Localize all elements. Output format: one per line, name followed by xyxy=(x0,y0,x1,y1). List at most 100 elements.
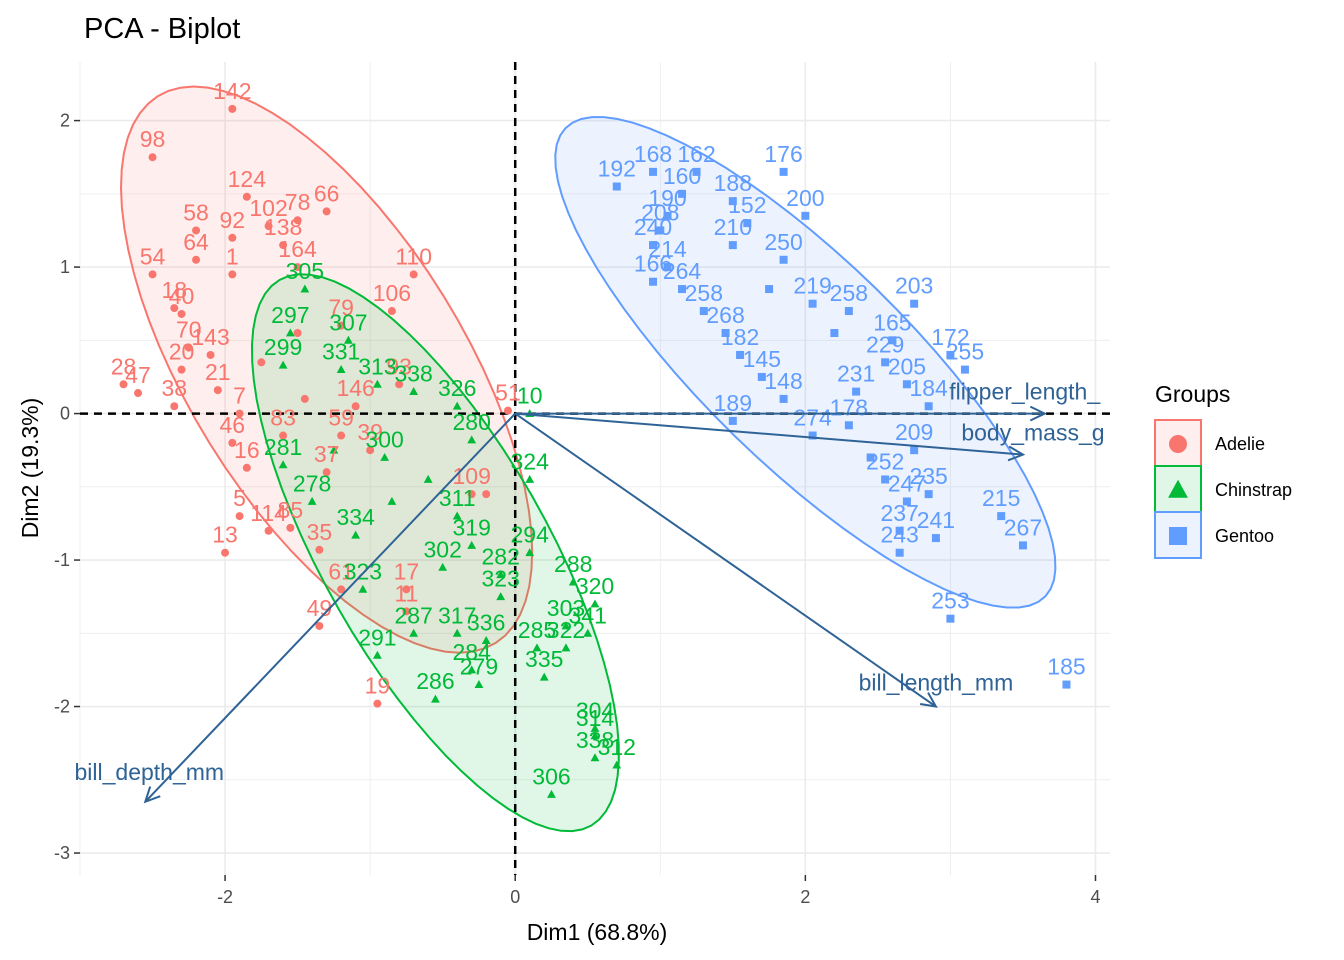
point-label: 250 xyxy=(764,229,802,255)
point-label: 205 xyxy=(888,353,926,379)
point-gentoo xyxy=(830,329,839,337)
legend-marker-adelie xyxy=(1169,435,1187,453)
point-gentoo xyxy=(728,241,737,250)
point-label: 184 xyxy=(909,375,948,401)
point-chinstrap xyxy=(525,548,535,557)
point-label: 268 xyxy=(706,302,744,328)
point-adelie xyxy=(300,394,309,403)
y-tick-label: -3 xyxy=(54,843,70,863)
point-gentoo xyxy=(902,497,911,506)
point-gentoo xyxy=(699,307,708,316)
point-label: 237 xyxy=(880,500,918,526)
point-label: 287 xyxy=(394,602,432,628)
point-label: 252 xyxy=(866,448,904,474)
point-label: 192 xyxy=(598,156,636,182)
point-label: 307 xyxy=(329,309,367,335)
point-gentoo xyxy=(895,526,904,535)
point-label: 19 xyxy=(365,673,391,699)
point-label: 304 xyxy=(576,698,615,724)
point-label: 313 xyxy=(358,353,396,379)
point-label: 247 xyxy=(888,470,926,496)
point-label: 164 xyxy=(278,236,317,262)
point-adelie xyxy=(337,321,346,330)
y-tick-label: 0 xyxy=(60,404,70,424)
y-tick-label: 2 xyxy=(60,111,70,131)
point-label: 172 xyxy=(931,324,969,350)
point-gentoo xyxy=(960,365,969,374)
point-gentoo xyxy=(728,197,737,206)
point-chinstrap xyxy=(612,760,622,769)
legend-marker-gentoo xyxy=(1169,527,1187,545)
point-adelie xyxy=(482,490,491,499)
point-label: 79 xyxy=(328,295,354,321)
point-gentoo xyxy=(663,211,672,220)
point-label: 323 xyxy=(482,566,520,592)
point-adelie xyxy=(402,607,411,616)
point-label: 138 xyxy=(264,214,302,240)
point-adelie xyxy=(228,438,237,447)
point-label: 331 xyxy=(322,339,360,365)
y-tick-label: 1 xyxy=(60,257,70,277)
point-label: 279 xyxy=(460,654,498,680)
point-adelie xyxy=(467,490,476,499)
variable-label-bill_length_mm: bill_length_mm xyxy=(859,670,1014,696)
arrowhead-bill_depth_mm xyxy=(143,786,161,804)
point-gentoo xyxy=(779,167,788,176)
point-gentoo xyxy=(721,329,730,337)
point-chinstrap xyxy=(532,643,542,652)
legend-label-gentoo: Gentoo xyxy=(1215,526,1274,546)
point-label: 264 xyxy=(663,258,702,284)
point-label: 299 xyxy=(264,334,302,360)
point-label: 281 xyxy=(264,434,302,460)
point-adelie xyxy=(264,526,273,535)
point-chinstrap xyxy=(278,360,288,369)
point-label: 314 xyxy=(576,705,615,731)
point-chinstrap xyxy=(423,474,433,483)
arrow-body_mass_g xyxy=(515,412,1024,456)
point-label: 280 xyxy=(453,409,491,435)
point-label: 148 xyxy=(764,368,802,394)
point-label: 166 xyxy=(634,251,672,277)
point-label: 182 xyxy=(721,324,759,350)
point-chinstrap xyxy=(590,753,600,762)
point-label: 306 xyxy=(532,763,570,789)
point-label: 215 xyxy=(982,485,1020,511)
point-adelie xyxy=(387,307,396,316)
point-label: 294 xyxy=(511,522,550,548)
point-chinstrap xyxy=(409,387,419,396)
point-label: 317 xyxy=(438,602,476,628)
point-gentoo xyxy=(881,475,890,484)
point-label: 110 xyxy=(395,243,432,269)
point-chinstrap xyxy=(300,284,310,293)
point-label: 312 xyxy=(598,734,636,760)
point-adelie xyxy=(351,402,360,411)
point-label: 231 xyxy=(837,361,875,387)
point-adelie xyxy=(409,270,418,279)
point-chinstrap xyxy=(431,694,440,703)
point-layer xyxy=(119,104,1071,798)
point-label: 240 xyxy=(634,214,672,240)
point-adelie xyxy=(293,216,302,225)
y-tick-label: -1 xyxy=(54,550,70,570)
point-adelie xyxy=(192,226,201,235)
point-label: 203 xyxy=(895,273,933,299)
point-chinstrap xyxy=(343,335,353,344)
point-adelie xyxy=(148,153,157,162)
variable-label-body_mass_g: body_mass_g xyxy=(961,420,1104,446)
point-gentoo xyxy=(946,614,955,623)
point-label: 274 xyxy=(793,405,832,431)
point-adelie xyxy=(337,585,346,594)
point-adelie xyxy=(228,233,237,242)
point-label: 47 xyxy=(125,362,151,388)
point-label: 64 xyxy=(183,229,209,255)
point-label: 160 xyxy=(663,163,701,189)
point-gentoo xyxy=(866,453,875,462)
point-label: 243 xyxy=(880,522,918,548)
point-gentoo xyxy=(649,277,658,286)
point-gentoo xyxy=(910,299,919,308)
point-chinstrap xyxy=(387,496,397,505)
point-chinstrap xyxy=(285,328,295,337)
point-label: 145 xyxy=(743,346,781,372)
point-gentoo xyxy=(910,446,919,455)
point-label: 200 xyxy=(786,185,824,211)
